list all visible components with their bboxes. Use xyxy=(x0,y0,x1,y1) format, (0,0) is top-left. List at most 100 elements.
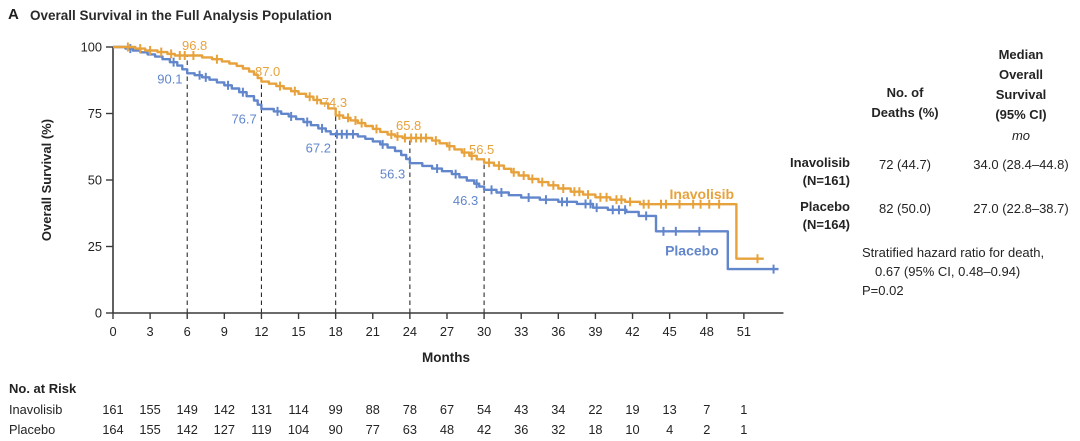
risk-value: 99 xyxy=(329,402,343,417)
deaths-header-line1: No. of xyxy=(886,85,924,100)
risk-value: 1 xyxy=(740,422,747,437)
risk-value: 161 xyxy=(102,402,123,417)
risk-value: 131 xyxy=(251,402,272,417)
figure-title: Overall Survival in the Full Analysis Po… xyxy=(30,8,332,23)
risk-value: 18 xyxy=(588,422,602,437)
risk-value: 4 xyxy=(666,422,673,437)
row-placebo-label: Placebo xyxy=(800,199,850,214)
x-tick-label: 18 xyxy=(329,324,343,339)
median-header-line4: (95% CI) xyxy=(995,107,1047,122)
landmark-annotation-inavolisib: 56.5 xyxy=(469,142,494,157)
landmark-annotation-inavolisib: 74.3 xyxy=(322,95,347,110)
risk-value: 32 xyxy=(551,422,565,437)
risk-value: 36 xyxy=(514,422,528,437)
landmark-annotation-inavolisib: 65.8 xyxy=(396,118,421,133)
x-tick-label: 45 xyxy=(663,324,677,339)
landmark-annotation-placebo: 67.2 xyxy=(306,141,331,156)
x-tick-label: 30 xyxy=(477,324,491,339)
risk-value: 155 xyxy=(139,422,160,437)
risk-value: 54 xyxy=(477,402,491,417)
deaths-header-line2: Deaths (%) xyxy=(871,105,939,120)
risk-value: 119 xyxy=(251,422,271,437)
x-tick-label: 48 xyxy=(700,324,714,339)
risk-value: 19 xyxy=(625,402,639,417)
landmark-annotation-inavolisib: 87.0 xyxy=(255,64,280,79)
risk-value: 13 xyxy=(663,402,677,417)
placebo-curve xyxy=(113,45,779,271)
y-axis-title: Overall Survival (%) xyxy=(39,119,54,241)
x-tick-label: 24 xyxy=(403,324,417,339)
y-tick-label: 100 xyxy=(81,40,102,55)
y-tick-label: 0 xyxy=(95,306,102,321)
risk-value: 104 xyxy=(288,422,309,437)
y-tick-label: 75 xyxy=(88,106,102,121)
risk-value: 90 xyxy=(329,422,343,437)
x-tick-label: 21 xyxy=(366,324,380,339)
x-axis-title: Months xyxy=(422,350,470,365)
row-placebo-n: (N=164) xyxy=(802,217,850,232)
median-header-line3: Survival xyxy=(995,87,1047,102)
placebo-curve-label: Placebo xyxy=(665,242,719,258)
landmark-annotation-placebo: 46.3 xyxy=(453,193,478,208)
p-value: P=0.02 xyxy=(862,283,904,298)
risk-value: 114 xyxy=(288,402,308,417)
x-tick-label: 27 xyxy=(440,324,454,339)
risk-value: 34 xyxy=(551,402,565,417)
x-tick-label: 9 xyxy=(221,324,228,339)
landmark-annotation-placebo: 56.3 xyxy=(380,166,405,181)
risk-value: 63 xyxy=(403,422,417,437)
x-tick-label: 42 xyxy=(625,324,639,339)
risk-value: 149 xyxy=(177,402,198,417)
risk-value: 43 xyxy=(514,402,528,417)
median-header-line1: Median xyxy=(998,47,1044,62)
risk-value: 142 xyxy=(214,402,235,417)
x-tick-label: 15 xyxy=(291,324,305,339)
panel-letter: A xyxy=(8,6,19,23)
risk-value: 78 xyxy=(403,402,417,417)
x-tick-label: 6 xyxy=(184,324,191,339)
y-tick-label: 50 xyxy=(88,173,102,188)
risk-value: 7 xyxy=(703,402,710,417)
placebo-median-value: 27.0 (22.8–38.7) xyxy=(973,201,1069,216)
landmark-annotation-placebo: 76.7 xyxy=(231,111,256,126)
inavolisib-median-value: 34.0 (28.4–44.8) xyxy=(973,157,1069,172)
median-header-line2: Overall xyxy=(998,67,1044,82)
risk-value: 22 xyxy=(588,402,602,417)
inavolisib-curve xyxy=(113,45,764,260)
x-tick-label: 39 xyxy=(588,324,602,339)
risk-value: 10 xyxy=(625,422,639,437)
inavolisib-curve-label: Inavolisib xyxy=(670,186,735,202)
risk-value: 142 xyxy=(177,422,198,437)
hazard-ratio-line2: 0.67 (95% CI, 0.48–0.94) xyxy=(875,264,1021,279)
landmark-annotation-inavolisib: 96.8 xyxy=(182,38,207,53)
median-unit: mo xyxy=(1011,128,1031,143)
x-tick-label: 3 xyxy=(147,324,154,339)
risk-value: 2 xyxy=(703,422,710,437)
risk-table-heading: No. at Risk xyxy=(9,381,77,396)
risk-row-label: Inavolisib xyxy=(9,402,62,417)
risk-value: 67 xyxy=(440,402,454,417)
placebo-deaths-value: 82 (50.0) xyxy=(878,201,932,216)
risk-value: 1 xyxy=(740,402,747,417)
risk-value: 155 xyxy=(139,402,160,417)
y-tick-label: 25 xyxy=(88,239,102,254)
landmark-annotation-placebo: 90.1 xyxy=(157,71,182,86)
x-tick-label: 51 xyxy=(737,324,751,339)
risk-value: 42 xyxy=(477,422,491,437)
x-tick-label: 0 xyxy=(109,324,116,339)
risk-value: 164 xyxy=(102,422,123,437)
hazard-ratio-line1: Stratified hazard ratio for death, xyxy=(862,245,1045,260)
risk-value: 77 xyxy=(366,422,380,437)
x-tick-label: 33 xyxy=(514,324,528,339)
x-tick-label: 36 xyxy=(551,324,565,339)
inavolisib-deaths-value: 72 (44.7) xyxy=(878,157,932,172)
row-inavolisib-label: Inavolisib xyxy=(790,155,850,170)
x-tick-label: 12 xyxy=(254,324,268,339)
risk-row-label: Placebo xyxy=(9,422,55,437)
row-inavolisib-n: (N=161) xyxy=(802,173,850,188)
risk-value: 127 xyxy=(214,422,235,437)
risk-value: 48 xyxy=(440,422,454,437)
risk-value: 88 xyxy=(366,402,380,417)
